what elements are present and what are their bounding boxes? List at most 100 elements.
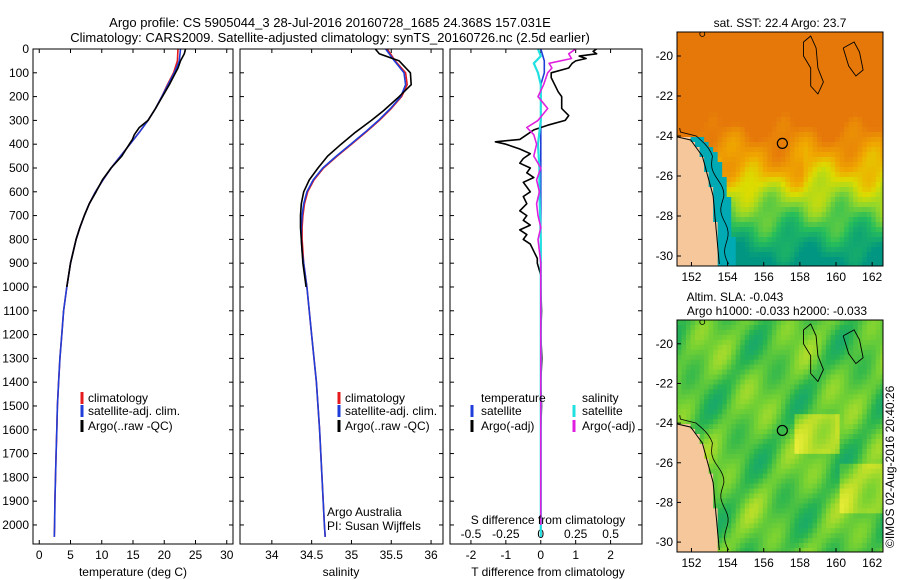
ocean-cell	[722, 498, 728, 504]
ocean-cell	[780, 384, 786, 390]
ocean-cell	[862, 202, 868, 208]
ocean-cell	[835, 458, 841, 465]
ocean-cell	[753, 349, 759, 356]
ocean-cell	[794, 252, 800, 258]
ocean-cell	[835, 162, 841, 168]
ocean-cell	[704, 72, 710, 78]
ocean-cell	[695, 324, 700, 331]
ocean-cell	[817, 478, 822, 484]
sst-map: sat. SST: 22.4 Argo: 23.7 152 154 156 158 16…	[656, 16, 884, 284]
ocean-cell	[749, 72, 755, 78]
ocean-cell	[817, 523, 822, 529]
ocean-cell	[740, 473, 746, 480]
ocean-cell	[821, 227, 827, 233]
ocean-cell	[780, 414, 786, 420]
ocean-cell	[695, 112, 700, 118]
ocean-cell	[803, 87, 809, 93]
ocean-cell	[713, 82, 719, 88]
land-cell	[690, 257, 696, 263]
ocean-cell	[853, 404, 859, 410]
ocean-cell	[830, 493, 836, 499]
land-cell	[690, 262, 696, 266]
ocean-cell	[744, 242, 750, 248]
ocean-cell	[812, 127, 818, 133]
ocean-cell	[735, 339, 741, 346]
ocean-cell	[848, 167, 854, 173]
ocean-cell	[821, 438, 827, 445]
ocean-cell	[758, 247, 764, 253]
ocean-cell	[848, 458, 854, 465]
s-tick-label: -0.25	[492, 527, 520, 541]
ocean-cell	[753, 242, 759, 248]
ocean-cell	[844, 77, 850, 83]
ocean-cell	[762, 117, 768, 123]
ocean-cell	[871, 324, 877, 331]
ocean-cell	[835, 518, 841, 524]
ocean-cell	[690, 359, 696, 366]
ocean-cell	[731, 252, 737, 258]
ocean-cell	[848, 429, 854, 435]
ocean-cell	[821, 197, 827, 203]
ocean-cell	[681, 354, 687, 361]
ocean-cell	[830, 37, 836, 43]
ocean-cell	[699, 57, 705, 63]
ocean-cell	[808, 399, 813, 405]
ocean-cell	[767, 37, 773, 43]
ocean-cell	[776, 102, 782, 108]
ocean-cell	[853, 97, 859, 103]
ocean-cell	[871, 414, 877, 420]
ocean-cell	[803, 414, 809, 420]
ocean-cell	[771, 37, 777, 43]
ocean-cell	[717, 112, 723, 118]
ocean-cell	[722, 197, 728, 203]
ocean-cell	[731, 543, 737, 549]
ocean-cell	[717, 438, 723, 445]
ocean-cell	[749, 32, 755, 38]
ocean-cell	[753, 137, 759, 143]
ocean-cell	[753, 429, 759, 435]
land-cell	[681, 548, 687, 552]
ocean-cell	[713, 92, 719, 98]
ocean-cell	[794, 162, 800, 168]
ocean-cell	[871, 237, 877, 243]
ocean-cell	[695, 364, 700, 370]
ocean-cell	[771, 354, 777, 361]
ocean-cell	[735, 349, 741, 356]
ocean-cell	[722, 324, 728, 331]
ocean-cell	[853, 424, 859, 430]
ocean-cell	[853, 222, 859, 228]
ocean-cell	[857, 508, 863, 514]
ocean-cell	[749, 458, 755, 465]
ocean-cell	[875, 32, 881, 38]
ocean-cell	[857, 493, 863, 499]
ocean-cell	[844, 478, 850, 484]
ocean-cell	[722, 237, 728, 243]
ocean-cell	[839, 92, 845, 98]
ocean-cell	[798, 32, 804, 38]
land-cell	[686, 237, 691, 243]
ocean-cell	[708, 132, 714, 138]
ocean-cell	[767, 132, 773, 138]
ocean-cell	[817, 177, 822, 183]
ocean-cell	[844, 513, 850, 519]
ocean-cell	[699, 42, 705, 48]
ocean-cell	[749, 404, 755, 410]
ocean-cell	[830, 202, 836, 208]
land-cell	[708, 232, 714, 238]
ocean-cell	[862, 523, 868, 529]
ocean-cell	[844, 448, 850, 455]
ocean-cell	[726, 528, 732, 534]
x-tick-label: 15	[126, 548, 140, 562]
reef-outline	[803, 35, 824, 95]
land-cell	[708, 513, 714, 519]
depth-axis: 0100200300400500600700800900100011001200…	[2, 42, 233, 532]
ocean-cell	[785, 137, 791, 143]
ocean-cell	[713, 453, 719, 460]
ocean-cell	[713, 42, 719, 48]
ocean-cell	[848, 463, 854, 470]
ocean-cell	[875, 468, 881, 475]
ocean-cell	[708, 394, 714, 400]
ocean-cell	[844, 389, 850, 395]
ocean-cell	[726, 354, 732, 361]
ocean-cell	[713, 112, 719, 118]
